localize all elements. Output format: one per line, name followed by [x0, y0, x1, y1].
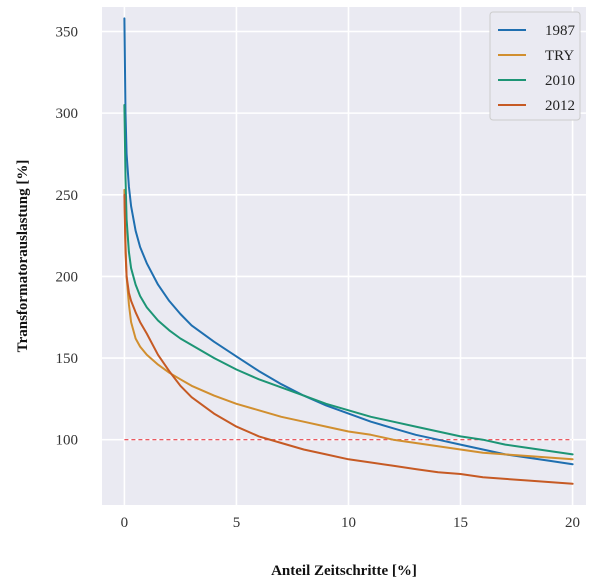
legend-box — [489, 11, 581, 121]
legend-label: 2010 — [545, 73, 575, 89]
series-line-2012 — [123, 193, 574, 485]
y-tick-label: 200 — [56, 269, 79, 285]
series-line-2010 — [123, 104, 574, 456]
y-tick-labels: 100 150 200 250 300 350 — [56, 24, 79, 448]
x-tick-label: 0 — [121, 515, 129, 531]
y-tick-label: 250 — [56, 188, 79, 204]
series-line-1987 — [123, 17, 574, 466]
y-tick-label: 350 — [56, 24, 79, 40]
x-tick-label: 10 — [341, 515, 356, 531]
y-tick-label: 300 — [56, 106, 79, 122]
x-tick-label: 20 — [565, 515, 580, 531]
legend-label: 1987 — [545, 23, 576, 39]
x-axis-label: Anteil Zeitschritte [%] — [271, 563, 417, 579]
y-tick-label: 150 — [56, 351, 79, 367]
legend-label: 2012 — [545, 98, 575, 114]
x-tick-labels: 0 5 10 15 20 — [121, 515, 580, 531]
y-axis-label: Transformatorauslastung [%] — [15, 160, 31, 353]
x-tick-label: 15 — [453, 515, 468, 531]
x-tick-label: 5 — [233, 515, 241, 531]
y-tick-label: 100 — [56, 433, 79, 449]
legend: 1987 TRY 2010 2012 — [489, 11, 581, 121]
legend-label: TRY — [545, 48, 574, 64]
series-line-try — [123, 188, 574, 461]
series-lines — [123, 17, 574, 485]
